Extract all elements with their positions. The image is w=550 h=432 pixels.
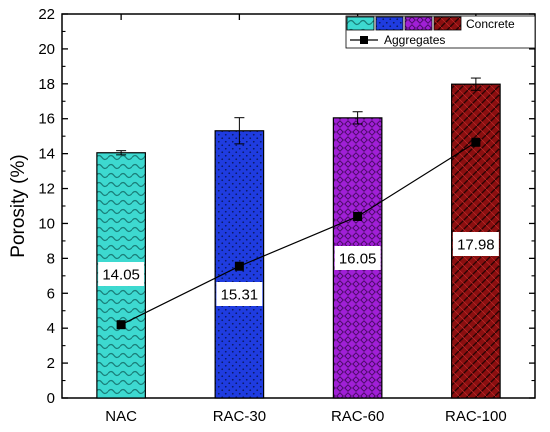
x-tick-label: RAC-100 <box>445 408 507 425</box>
x-tick-label: NAC <box>105 408 137 425</box>
x-tick-label: RAC-60 <box>331 408 384 425</box>
legend-label-concrete: Concrete <box>466 17 515 31</box>
x-tick-label: RAC-30 <box>213 408 266 425</box>
y-tick-label: 4 <box>47 320 55 337</box>
value-label: 17.98 <box>457 237 495 254</box>
y-tick-label: 16 <box>38 111 55 128</box>
aggregates-line <box>120 141 477 326</box>
value-label-box <box>98 262 145 286</box>
value-label: 14.05 <box>102 267 140 284</box>
y-tick-label: 2 <box>47 355 55 372</box>
y-tick-label: 8 <box>47 250 55 267</box>
legend-label-aggregates: Aggregates <box>384 33 445 47</box>
legend-swatch-rac-100 <box>433 16 462 31</box>
aggregates-point <box>234 261 244 271</box>
y-tick-label: 6 <box>47 285 55 302</box>
y-tick-label: 10 <box>38 215 55 232</box>
value-label-box <box>452 232 499 256</box>
legend-swatch-nac <box>346 16 375 31</box>
value-label: 15.31 <box>221 287 259 304</box>
y-tick-label: 0 <box>47 390 55 407</box>
y-axis-title: Porosity (%) <box>8 154 29 257</box>
y-tick-label: 12 <box>38 181 55 198</box>
legend-swatch-rac-60 <box>404 16 433 31</box>
value-label: 16.05 <box>339 251 377 268</box>
y-tick-label: 20 <box>38 41 55 58</box>
legend-swatch-rac-30 <box>375 16 404 31</box>
y-tick-label: 18 <box>38 76 55 93</box>
y-tick-label: 14 <box>38 146 55 163</box>
aggregates-point <box>471 137 481 147</box>
legend-marker-aggregates <box>360 36 368 44</box>
y-tick-label: 22 <box>38 6 55 23</box>
value-label-box <box>216 282 263 306</box>
aggregates-point <box>353 211 363 221</box>
aggregates-point <box>116 320 126 330</box>
value-label-box <box>334 246 381 270</box>
